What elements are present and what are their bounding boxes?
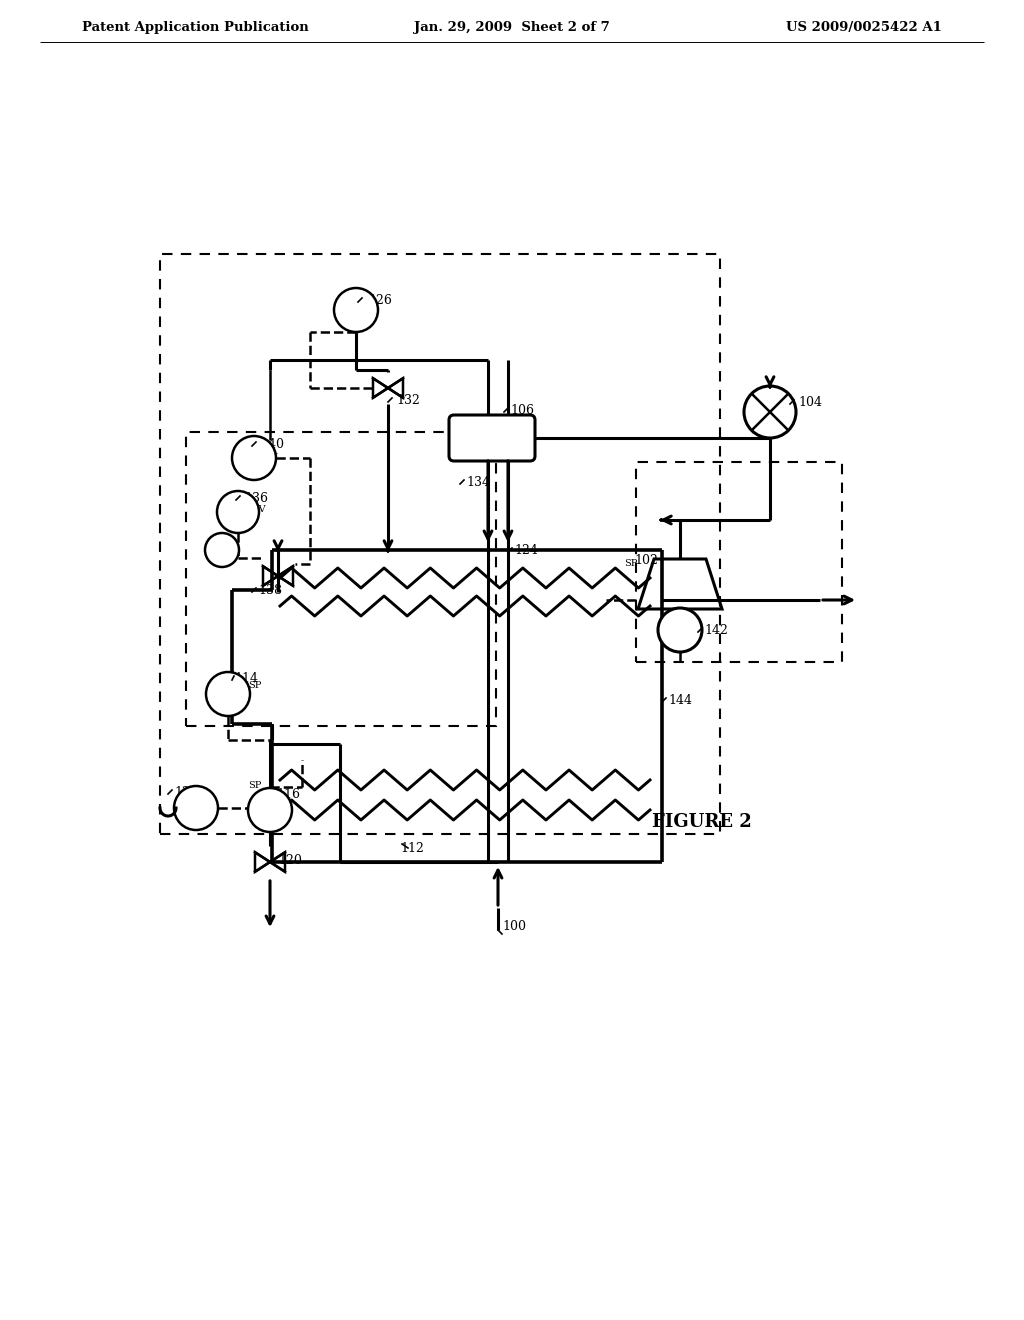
Text: 142: 142 xyxy=(705,623,728,636)
Bar xyxy=(160,253,720,834)
Text: PV: PV xyxy=(252,506,265,515)
Circle shape xyxy=(217,491,259,533)
Text: 122: 122 xyxy=(174,785,198,799)
Circle shape xyxy=(658,609,702,652)
Text: 106: 106 xyxy=(510,404,534,417)
Text: 138: 138 xyxy=(258,583,282,597)
Text: 144: 144 xyxy=(668,693,692,706)
Circle shape xyxy=(744,385,796,438)
Text: 102: 102 xyxy=(634,553,657,566)
Text: 134: 134 xyxy=(466,475,490,488)
Text: 116: 116 xyxy=(276,788,300,800)
Text: SP: SP xyxy=(188,816,202,825)
Bar xyxy=(636,462,842,663)
Text: FIGURE 2: FIGURE 2 xyxy=(652,813,752,832)
Text: US 2009/0025422 A1: US 2009/0025422 A1 xyxy=(786,21,942,33)
Text: PV: PV xyxy=(264,454,278,462)
Text: 112: 112 xyxy=(400,842,424,854)
Text: 132: 132 xyxy=(396,393,420,407)
Text: 136: 136 xyxy=(244,491,268,504)
Circle shape xyxy=(334,288,378,333)
Text: 140: 140 xyxy=(260,437,284,450)
Text: 124: 124 xyxy=(514,544,538,557)
Circle shape xyxy=(206,672,250,715)
Text: SP: SP xyxy=(248,781,261,791)
Circle shape xyxy=(232,436,276,480)
Text: 100: 100 xyxy=(502,920,526,932)
Text: Patent Application Publication: Patent Application Publication xyxy=(82,21,309,33)
Text: SP: SP xyxy=(222,498,236,507)
Text: 104: 104 xyxy=(798,396,822,408)
Text: 120: 120 xyxy=(278,854,302,866)
Text: SP: SP xyxy=(248,681,261,690)
Circle shape xyxy=(174,785,218,830)
Text: SP: SP xyxy=(624,560,637,569)
FancyBboxPatch shape xyxy=(449,414,535,461)
Circle shape xyxy=(248,788,292,832)
Text: PV: PV xyxy=(263,796,276,804)
Text: Jan. 29, 2009  Sheet 2 of 7: Jan. 29, 2009 Sheet 2 of 7 xyxy=(414,21,610,33)
Text: SP: SP xyxy=(340,301,353,310)
Text: 126: 126 xyxy=(368,293,392,306)
Text: 114: 114 xyxy=(234,672,258,685)
Circle shape xyxy=(205,533,239,568)
Bar xyxy=(186,432,496,726)
